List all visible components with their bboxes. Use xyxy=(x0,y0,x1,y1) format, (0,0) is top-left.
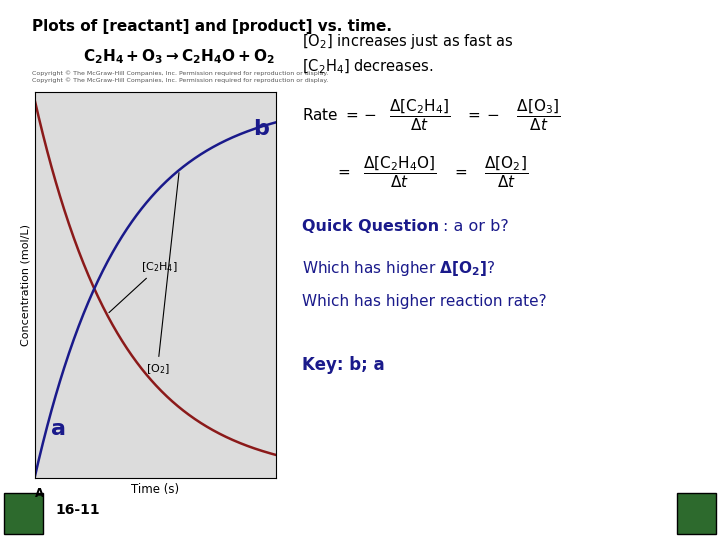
Text: $=$  $\dfrac{\Delta[\mathrm{C_2H_4O}]}{\Delta t}$   $=$   $\dfrac{\Delta[\mathrm: $=$ $\dfrac{\Delta[\mathrm{C_2H_4O}]}{\D… xyxy=(335,154,528,190)
Text: b: b xyxy=(253,119,269,139)
Text: Rate $= -$  $\dfrac{\Delta[\mathrm{C_2H_4}]}{\Delta t}$   $= -$   $\dfrac{\Delta: Rate $= -$ $\dfrac{\Delta[\mathrm{C_2H_4… xyxy=(302,97,561,133)
Text: [C$_2$H$_4$] decreases.: [C$_2$H$_4$] decreases. xyxy=(302,58,433,76)
X-axis label: Time (s): Time (s) xyxy=(131,483,179,496)
Text: a: a xyxy=(51,419,66,440)
Text: Plots of [reactant] and [product] vs. time.: Plots of [reactant] and [product] vs. ti… xyxy=(32,19,392,34)
Text: Copyright © The McGraw-Hill Companies, Inc. Permission required for reproduction: Copyright © The McGraw-Hill Companies, I… xyxy=(32,77,328,83)
Text: Copyright © The McGraw-Hill Companies, Inc. Permission required for reproduction: Copyright © The McGraw-Hill Companies, I… xyxy=(32,70,328,76)
Text: [O$_2$]: [O$_2$] xyxy=(145,173,179,376)
Text: Which has higher reaction rate?: Which has higher reaction rate? xyxy=(302,294,547,309)
Text: 16-11: 16-11 xyxy=(55,503,100,517)
Text: [O$_2$] increases just as fast as: [O$_2$] increases just as fast as xyxy=(302,32,514,51)
Text: [C$_2$H$_4$]: [C$_2$H$_4$] xyxy=(109,260,177,313)
Text: Key: b; a: Key: b; a xyxy=(302,356,385,374)
Text: Quick Question: Quick Question xyxy=(302,219,439,234)
Text: $\mathbf{C_2H_4 + O_3 \rightarrow C_2H_4O + O_2}$: $\mathbf{C_2H_4 + O_3 \rightarrow C_2H_4… xyxy=(83,48,274,66)
Text: A: A xyxy=(35,487,44,500)
Text: Which has higher $\mathbf{\Delta[O_2]}$?: Which has higher $\mathbf{\Delta[O_2]}$? xyxy=(302,259,495,278)
Y-axis label: Concentration (mol/L): Concentration (mol/L) xyxy=(20,224,30,346)
Text: : a or b?: : a or b? xyxy=(443,219,508,234)
